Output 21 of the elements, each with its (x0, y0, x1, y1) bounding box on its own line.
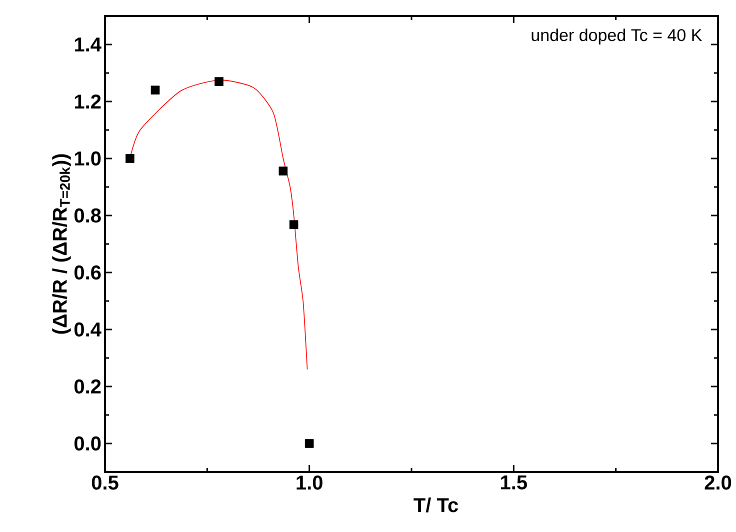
point (289, 220, 298, 230)
x-axis-title: T/ Tc (414, 498, 458, 512)
point (278, 166, 288, 176)
point (214, 77, 224, 86)
y-tick-label: 0.4 (74, 322, 102, 337)
point (126, 154, 134, 163)
x-tick-label: 0.5 (92, 476, 118, 490)
y-axis-title: (ΔR/R / (ΔR/R$_{T=20k}$)) (52, 154, 71, 334)
x-tick-label: 1.5 (501, 476, 528, 490)
y-tick-label: 0.2 (74, 379, 101, 394)
point (304, 439, 314, 448)
y-tick-label: 0.8 (74, 208, 101, 223)
x-tick-label: 1.0 (296, 476, 322, 490)
y-tick-label: 0.0 (74, 436, 101, 451)
y-tick-label: 1.4 (74, 38, 102, 52)
y-tick-label: 0.6 (74, 265, 101, 280)
x-tick-label: 2.0 (704, 476, 732, 490)
annotation: under doped Tc = 40 K (532, 28, 702, 44)
point (150, 86, 160, 94)
y-tick-label: 1.2 (74, 94, 101, 108)
y-tick-label: 1.0 (74, 151, 101, 166)
